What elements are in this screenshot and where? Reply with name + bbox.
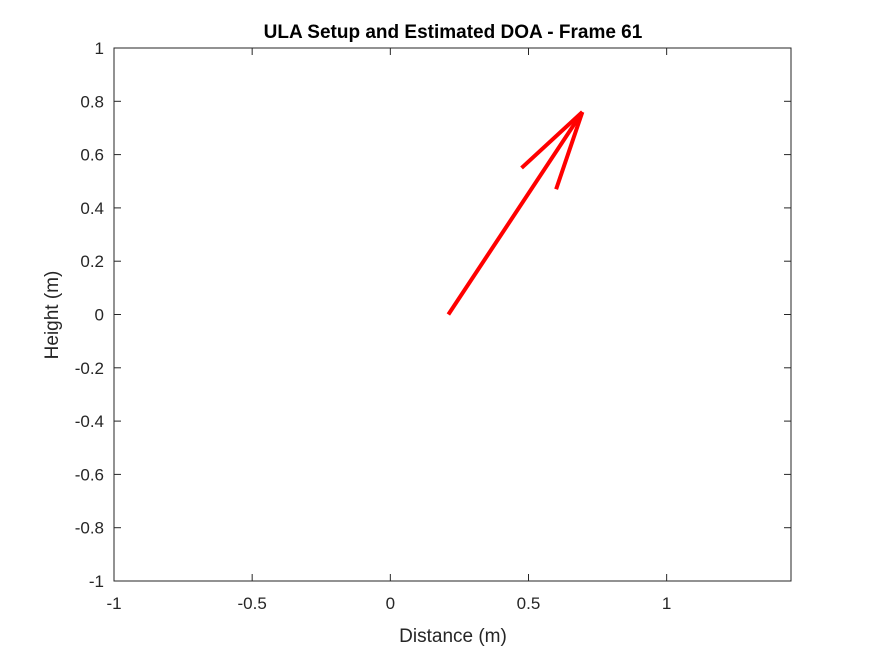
y-tick-label: 0 (95, 306, 104, 325)
x-tick-label: -1 (106, 594, 121, 613)
doa-arrow-shaft (446, 110, 585, 316)
y-tick-label: 0.6 (80, 146, 104, 165)
y-tick-label: 0.8 (80, 92, 104, 111)
data-marks (446, 110, 585, 316)
doa-arrow-head-right (554, 111, 585, 190)
x-axis-label: Distance (m) (399, 626, 507, 647)
y-tick-label: -0.4 (75, 412, 104, 431)
y-tick-label: 0.4 (80, 199, 104, 218)
y-tick-label: 0.2 (80, 252, 104, 271)
x-tick-label: 0 (386, 594, 395, 613)
x-tick-label: 0.5 (517, 594, 541, 613)
x-tick-label: -0.5 (238, 594, 267, 613)
y-tick-label: 1 (95, 39, 104, 58)
plot-area (113, 47, 792, 582)
y-tick-label: -0.8 (75, 519, 104, 538)
y-tick-label: -1 (89, 572, 104, 591)
y-axis-label: Height (m) (42, 271, 63, 360)
doa-arrow-head-left (520, 110, 584, 170)
axes: -1 -0.5 0 0.5 1 1 0.8 0.6 0.4 0.2 0 -0.2 -0.4 -0.6 -0… (75, 39, 792, 613)
doa-arrow (446, 110, 585, 316)
y-tick-label: -0.6 (75, 465, 104, 484)
y-tick-label: -0.2 (75, 359, 104, 378)
x-axis-ticks: -1 -0.5 0 0.5 1 (106, 48, 671, 613)
x-tick-label: 1 (662, 594, 671, 613)
chart-title: ULA Setup and Estimated DOA - Frame 61 (264, 22, 643, 43)
y-axis-ticks: 1 0.8 0.6 0.4 0.2 0 -0.2 -0.4 -0.6 -0.8 -1 (75, 39, 791, 591)
